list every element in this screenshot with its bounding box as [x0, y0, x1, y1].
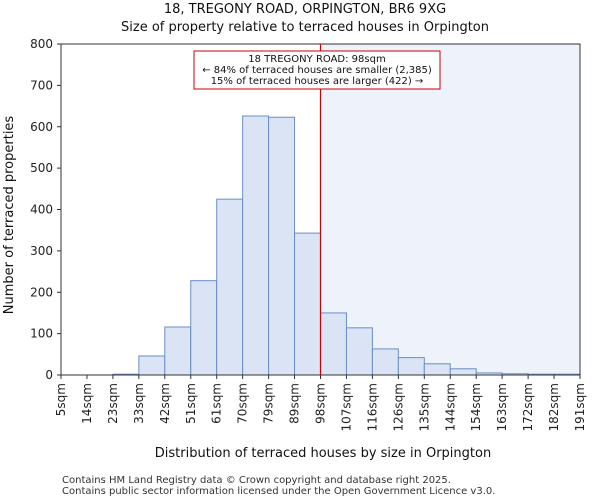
x-tick-label: 14sqm — [80, 383, 94, 424]
bar — [449, 368, 477, 376]
x-tick-label: 172sqm — [521, 383, 535, 431]
x-tick-label: 51sqm — [184, 383, 198, 424]
x-tick-label: 61sqm — [210, 383, 224, 424]
x-tick-label: 135sqm — [417, 383, 431, 431]
bar — [242, 115, 270, 376]
bar — [294, 232, 321, 376]
y-axis-label: Number of terraced properties — [2, 116, 17, 315]
x-axis-label: Distribution of terraced houses by size … — [155, 446, 491, 461]
x-tick-label: 126sqm — [391, 383, 405, 431]
bar — [216, 198, 244, 376]
bar — [138, 355, 166, 376]
y-tick-label: 500 — [30, 161, 53, 175]
x-tick-label: 182sqm — [547, 383, 561, 431]
x-tick-label: 42sqm — [158, 383, 172, 424]
bar — [190, 280, 218, 376]
y-tick-label: 800 — [30, 37, 53, 51]
bar — [423, 363, 451, 376]
x-tick-label: 107sqm — [339, 383, 353, 431]
bar — [164, 326, 192, 376]
y-tick-label: 100 — [30, 327, 53, 341]
y-tick-label: 300 — [30, 244, 53, 258]
bar — [320, 312, 347, 376]
bar — [371, 348, 399, 376]
annotation-line: ← 84% of terraced houses are smaller (2,… — [202, 65, 432, 76]
y-tick-label: 600 — [30, 120, 53, 134]
highlight-region — [320, 44, 580, 375]
x-tick-label: 79sqm — [262, 383, 276, 424]
x-tick-label: 116sqm — [365, 383, 379, 431]
y-tick-label: 400 — [30, 203, 53, 217]
footer-line-1: Contains HM Land Registry data © Crown c… — [62, 475, 451, 486]
footer-line-2: Contains public sector information licen… — [62, 486, 495, 497]
x-tick-label: 98sqm — [314, 383, 328, 424]
annotation-line: 15% of terraced houses are larger (422) … — [211, 76, 424, 87]
bar — [268, 116, 296, 376]
chart-title: 18, TREGONY ROAD, ORPINGTON, BR6 9XG — [164, 2, 446, 17]
chart-subtitle: Size of property relative to terraced ho… — [121, 20, 489, 35]
x-tick-label: 89sqm — [288, 383, 302, 424]
y-tick-label: 0 — [45, 368, 53, 382]
bar — [345, 327, 373, 376]
x-tick-label: 33sqm — [132, 383, 146, 424]
x-tick-label: 23sqm — [106, 383, 120, 424]
x-tick-label: 163sqm — [495, 383, 509, 431]
x-tick-label: 191sqm — [573, 383, 587, 431]
x-tick-label: 144sqm — [443, 383, 457, 431]
x-tick-label: 5sqm — [54, 383, 68, 416]
bar — [397, 357, 425, 376]
plot-area: 0 100 200 300 400 500 600 700 800 5sqm 14sqm 23sqm 3… — [30, 37, 587, 431]
annotation-box — [193, 50, 441, 90]
x-tick-label: 70sqm — [236, 383, 250, 424]
y-tick-label: 700 — [30, 78, 53, 92]
x-tick-label: 154sqm — [469, 383, 483, 431]
y-tick-label: 200 — [30, 285, 53, 299]
annotation-line: 18 TREGONY ROAD: 98sqm — [248, 54, 385, 65]
